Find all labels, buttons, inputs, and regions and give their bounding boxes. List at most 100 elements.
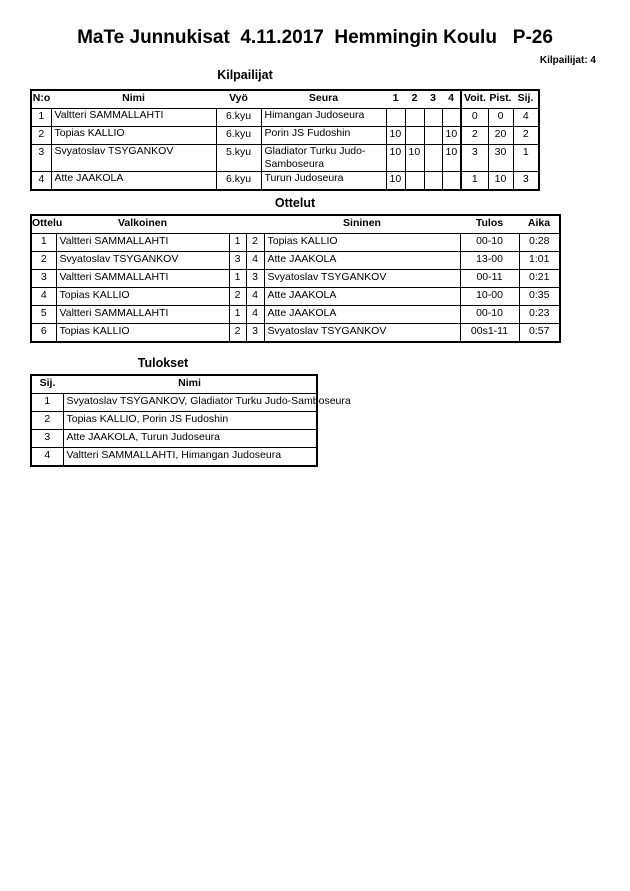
result-cell: 00-10	[459, 305, 520, 324]
score-cell	[423, 126, 443, 145]
table-row: 2 Svyatoslav TSYGANKOV 3 4 Atte JAAKOLA 13-00…	[30, 251, 561, 270]
header-row: N:o Nimi Vyö Seura 1 2 3 4 Voit. Pist. Sij.	[31, 90, 539, 109]
match-number-cell: 5	[30, 305, 57, 324]
table-row: 5 Valtteri SAMMALLAHTI 1 4 Atte JAAKOLA 00-10…	[30, 305, 561, 324]
white-number-cell: 1	[228, 269, 247, 288]
wins-cell: 3	[460, 144, 489, 172]
table-row: 3 Valtteri SAMMALLAHTI 1 3 Svyatoslav TSYGAN…	[30, 269, 561, 288]
match-number-cell: 3	[30, 269, 57, 288]
blue-name-cell: Svyatoslav TSYGANKOV	[263, 269, 461, 288]
number-cell: 1	[30, 108, 52, 127]
name-cell: Atte JAAKOLA	[50, 171, 217, 191]
blue-number-cell: 3	[245, 269, 265, 288]
rank-cell: 2	[30, 411, 64, 430]
name-cell: Svyatoslav TSYGANKOV, Gladiator Turku Ju…	[62, 393, 351, 412]
white-name-cell: Svyatoslav TSYGANKOV	[55, 251, 230, 270]
white-number-cell: 3	[228, 251, 247, 270]
white-number-cell: 2	[228, 323, 247, 343]
score-cell: 10	[441, 144, 462, 172]
time-cell: 1:01	[518, 251, 561, 270]
score-cell	[404, 108, 425, 127]
belt-cell: 6.kyu	[215, 108, 262, 127]
number-cell: 4	[30, 171, 52, 191]
wins-cell: 1	[460, 171, 489, 191]
blue-number-cell: 4	[245, 305, 265, 324]
white-number-cell: 1	[228, 233, 247, 252]
match-number-cell: 1	[30, 233, 57, 252]
result-cell: 00-10	[459, 233, 520, 252]
result-cell: 10-00	[459, 287, 520, 306]
table-row: 1 Valtteri SAMMALLAHTI 6.kyu Himangan Judos…	[30, 108, 540, 127]
column-header: Sininen	[343, 217, 381, 229]
competitors-table: N:o Nimi Vyö Seura 1 2 3 4 Voit. Pist. Sij. 1 Valtte…	[30, 89, 540, 191]
time-cell: 0:35	[518, 287, 561, 306]
table-row: 3 Atte JAAKOLA, Turun Judoseura	[30, 429, 318, 448]
table-row: 6 Topias KALLIO 2 3 Svyatoslav TSYGANKOV 00s1…	[30, 323, 561, 343]
white-name-cell: Topias KALLIO	[55, 287, 230, 306]
score-cell: 10	[404, 144, 425, 172]
rank-cell: 4	[512, 108, 540, 127]
table-row: 2 Topias KALLIO, Porin JS Fudoshin	[30, 411, 318, 430]
table-row: 4 Atte JAAKOLA 6.kyu Turun Judoseura 10 1 10 3	[30, 171, 540, 191]
score-cell	[404, 126, 425, 145]
column-header: Nimi	[122, 92, 145, 104]
white-name-cell: Valtteri SAMMALLAHTI	[55, 233, 230, 252]
score-cell	[441, 171, 462, 191]
white-number-cell: 1	[228, 305, 247, 324]
club-cell: Turun Judoseura	[260, 171, 387, 191]
column-header: Vyö	[229, 92, 248, 104]
score-cell: 10	[441, 126, 462, 145]
column-header	[246, 215, 264, 234]
club-cell: Himangan Judoseura	[260, 108, 387, 127]
tulokset-title: Tulokset	[137, 356, 189, 370]
white-name-cell: Valtteri SAMMALLAHTI	[55, 269, 230, 288]
blue-name-cell: Atte JAAKOLA	[263, 251, 461, 270]
blue-name-cell: Atte JAAKOLA	[263, 287, 461, 306]
score-cell	[441, 108, 462, 127]
rank-cell: 2	[512, 126, 540, 145]
column-header: 3	[430, 92, 436, 104]
column-header: 4	[448, 92, 454, 104]
points-cell: 0	[487, 108, 514, 127]
score-cell	[385, 108, 406, 127]
points-cell: 10	[487, 171, 514, 191]
white-number-cell: 2	[228, 287, 247, 306]
blue-name-cell: Topias KALLIO	[263, 233, 461, 252]
column-header: Nimi	[178, 377, 201, 389]
score-cell	[423, 144, 443, 172]
number-cell: 3	[30, 144, 52, 172]
match-number-cell: 2	[30, 251, 57, 270]
result-cell: 00s1-11	[459, 323, 520, 343]
white-name-cell: Valtteri SAMMALLAHTI	[55, 305, 230, 324]
name-cell: Atte JAAKOLA, Turun Judoseura	[62, 429, 318, 448]
column-header: Valkoinen	[117, 217, 168, 229]
results-table: Sij. Nimi 1 Svyatoslav TSYGANKOV, Gladiator…	[30, 374, 351, 467]
ottelut-title: Ottelut	[274, 196, 316, 210]
column-header: Seura	[308, 92, 339, 104]
blue-name-cell: Svyatoslav TSYGANKOV	[263, 323, 461, 343]
blue-number-cell: 3	[245, 323, 265, 343]
belt-cell: 6.kyu	[215, 171, 262, 191]
column-header: Pist.	[489, 92, 512, 104]
score-cell	[423, 108, 443, 127]
column-header: Tulos	[475, 217, 504, 229]
result-cell: 00-11	[459, 269, 520, 288]
blue-name-cell: Atte JAAKOLA	[263, 305, 461, 324]
points-cell: 20	[487, 126, 514, 145]
matches-table: Ottelu Valkoinen Sininen Tulos Aika 1 Valtteri…	[30, 214, 561, 343]
name-cell: Svyatoslav TSYGANKOV	[50, 144, 217, 172]
rank-cell: 3	[512, 171, 540, 191]
rank-cell: 3	[30, 429, 64, 448]
time-cell: 0:23	[518, 305, 561, 324]
score-cell: 10	[385, 144, 406, 172]
number-cell: 2	[30, 126, 52, 145]
rank-cell: 1	[512, 144, 540, 172]
score-cell	[423, 171, 443, 191]
column-header: Ottelu	[32, 217, 63, 229]
page-title: MaTe Junnukisat 4.11.2017 Hemmingin Koul…	[77, 27, 553, 48]
column-header: 2	[411, 92, 418, 104]
points-cell: 30	[487, 144, 514, 172]
column-header: 1	[392, 92, 399, 104]
rank-cell: 4	[30, 447, 64, 467]
header-row: Ottelu Valkoinen Sininen Tulos Aika	[31, 215, 560, 234]
